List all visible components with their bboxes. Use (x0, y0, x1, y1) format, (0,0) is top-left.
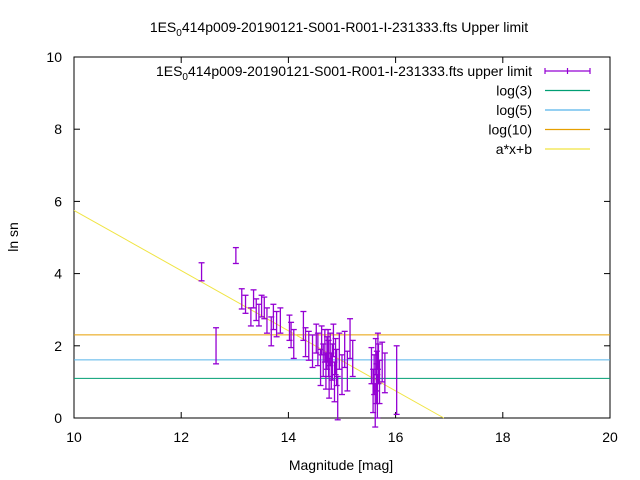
data-point (255, 303, 262, 327)
data-point (349, 339, 356, 378)
chart-title-sub: 0 (176, 28, 182, 39)
data-point (336, 332, 343, 370)
data-point (242, 294, 249, 314)
x-tick-label: 16 (388, 429, 404, 445)
legend-label: 1ES0414p009-20190121-S001-R001-I-231333.… (156, 63, 532, 83)
data-point (270, 303, 277, 331)
y-tick-label: 8 (54, 121, 62, 137)
data-point (393, 345, 400, 416)
data-point (258, 294, 265, 318)
chart-title-main: 1ES (150, 19, 176, 35)
data-point (263, 307, 270, 334)
data-point (238, 288, 245, 310)
data-point (253, 298, 260, 322)
y-tick-label: 6 (54, 193, 62, 209)
data-point (277, 307, 284, 334)
x-tick-label: 12 (173, 429, 189, 445)
data-point (305, 330, 312, 361)
y-axis-label: ln sn (5, 222, 21, 252)
chart-title: 1ES0414p009-20190121-S001-R001-I-231333.… (150, 19, 528, 39)
legend-label: log(3) (496, 83, 532, 99)
data-point (232, 246, 239, 265)
data-point (290, 328, 297, 360)
x-tick-label: 10 (66, 429, 82, 445)
data-point (333, 348, 340, 387)
x-tick-label: 18 (495, 429, 511, 445)
y-tick-label: 4 (54, 266, 62, 282)
data-point (379, 341, 386, 383)
legend: 1ES0414p009-20190121-S001-R001-I-231333.… (156, 63, 591, 157)
legend-entry-fit: a*x+b (496, 141, 590, 157)
data-point (198, 262, 205, 282)
x-axis-label: Magnitude [mag] (289, 457, 393, 473)
data-point (347, 318, 354, 360)
data-point (309, 334, 316, 369)
x-tick-label: 20 (602, 429, 618, 445)
data-point (332, 337, 339, 376)
chart-title-rest: 414p009-20190121-S001-R001-I-231333.fts … (182, 19, 528, 35)
legend-label: log(5) (496, 102, 532, 118)
legend-entry-log10: log(10) (488, 122, 590, 138)
data-point (273, 310, 280, 338)
data-point (213, 327, 220, 365)
legend-entry-log5: log(5) (496, 102, 590, 118)
x-tick-label: 14 (281, 429, 297, 445)
legend-label: log(10) (488, 122, 532, 138)
y-tick-label: 2 (54, 338, 62, 354)
data-point (334, 375, 341, 421)
y-tick-label: 10 (46, 49, 62, 65)
y-tick-label: 0 (54, 410, 62, 426)
data-point (302, 327, 309, 358)
data-point (339, 354, 345, 396)
data-point (288, 321, 295, 349)
data-point (381, 352, 388, 394)
legend-label: a*x+b (496, 141, 532, 157)
legend-entry-log3: log(3) (496, 83, 590, 99)
plot-frame (73, 56, 611, 419)
data-point (341, 330, 348, 369)
data-point (375, 343, 382, 385)
legend-entry-points: 1ES0414p009-20190121-S001-R001-I-231333.… (156, 63, 591, 83)
plot-area: 10 12 14 16 18 20 0 2 4 6 8 10 (46, 49, 618, 445)
